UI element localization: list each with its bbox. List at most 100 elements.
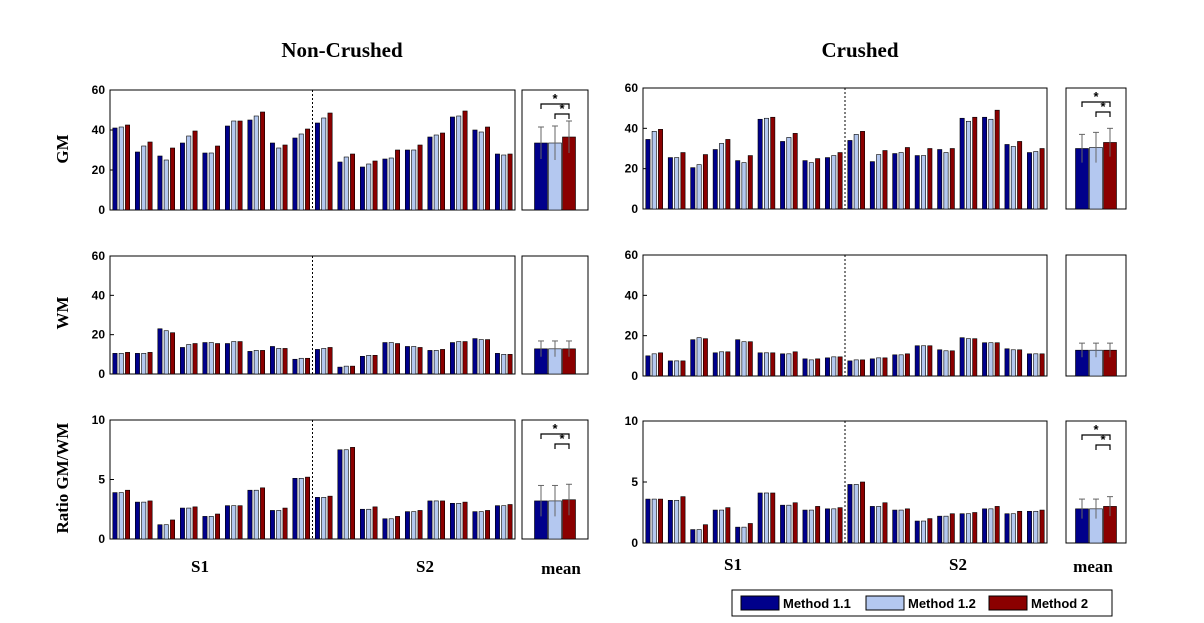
bar-s1-subject-8-method-2 — [808, 162, 814, 210]
bar-s1-subject-5-method-3 — [215, 513, 220, 540]
bar-s1-subject-1-method-2 — [651, 498, 657, 544]
bar-s2-subject-1-method-1 — [314, 349, 320, 375]
bar-s1-subject-7-method-3 — [792, 351, 798, 377]
bar-s2-subject-5-method-1 — [404, 511, 410, 540]
bar-s2-subject-7-method-2 — [456, 502, 462, 540]
bar-s2-subject-5-method-3 — [417, 510, 423, 540]
significance-star: * — [559, 101, 565, 116]
bar-s1-subject-7-method-2 — [253, 489, 259, 540]
bar-s1-subject-1-method-1 — [112, 127, 118, 211]
significance-star: * — [1100, 99, 1106, 114]
bar-s1-subject-4-method-3 — [192, 130, 198, 211]
bar-s1-subject-9-method-1 — [292, 478, 298, 540]
bar-s2-subject-7-method-2 — [988, 342, 994, 377]
bar-s1-subject-5-method-2 — [208, 152, 214, 211]
bar-s1-subject-6-method-1 — [757, 352, 763, 377]
bar-s2-subject-5-method-1 — [404, 149, 410, 211]
bar-s1-subject-3-method-2 — [696, 164, 702, 210]
bar-s1-subject-5-method-1 — [202, 342, 208, 375]
bar-s1-subject-6-method-3 — [237, 505, 243, 540]
legend: Method 1.1 Method 1.2 Method 2 — [731, 589, 1113, 617]
bar-s2-subject-1-method-3 — [860, 481, 865, 544]
bar-s2-subject-5-method-3 — [949, 513, 955, 544]
bar-s2-subject-8-method-2 — [478, 511, 484, 540]
bar-s1-subject-5-method-3 — [215, 343, 220, 375]
bar-s2-subject-1-method-1 — [847, 360, 853, 377]
bar-s1-subject-5-method-1 — [202, 516, 208, 540]
bar-s2-subject-2-method-1 — [869, 161, 875, 210]
bar-s1-subject-7-method-3 — [260, 350, 265, 375]
bar-s2-subject-2-method-2 — [876, 357, 882, 377]
bar-s2-subject-2-method-2 — [343, 156, 349, 211]
bar-s1-subject-3-method-1 — [157, 524, 163, 540]
bar-s2-subject-2-method-2 — [876, 506, 882, 544]
bar-s1-subject-7-method-2 — [253, 350, 259, 375]
bar-s1-subject-3-method-3 — [702, 154, 708, 210]
y-tick-label: 40 — [92, 123, 106, 137]
bar-s1-subject-9-method-2 — [831, 508, 837, 544]
bar-s1-subject-8-method-2 — [276, 510, 282, 540]
bar-s1-subject-5-method-2 — [208, 342, 214, 375]
bar-s1-subject-9-method-2 — [298, 478, 304, 540]
bar-s1-subject-2-method-3 — [147, 141, 153, 211]
bar-s2-subject-8-method-2 — [1010, 349, 1016, 377]
bar-s2-subject-4-method-1 — [914, 520, 920, 544]
bar-s2-subject-7-method-2 — [456, 115, 462, 211]
bar-s2-subject-5-method-2 — [411, 346, 417, 375]
bar-s2-subject-8-method-3 — [485, 510, 490, 540]
legend-swatch-method-1-1 — [740, 595, 780, 611]
bar-s2-subject-4-method-2 — [388, 342, 394, 375]
bar-s2-subject-7-method-3 — [462, 110, 468, 211]
bar-s2-subject-1-method-3 — [327, 347, 333, 375]
bar-s1-subject-9-method-3 — [837, 507, 843, 544]
bar-s1-subject-2-method-3 — [680, 496, 686, 544]
bar-s2-subject-1-method-2 — [853, 359, 859, 377]
bar-s1-subject-8-method-3 — [282, 348, 288, 375]
panel-c0-r1: 0 20 40 60 — [92, 249, 589, 381]
bar-s1-subject-7-method-3 — [792, 502, 798, 544]
row-label-gm: GM — [53, 134, 72, 163]
bar-s1-subject-2-method-1 — [135, 151, 140, 211]
bar-s1-subject-7-method-1 — [247, 119, 253, 211]
bar-s1-subject-9-method-2 — [298, 357, 304, 375]
bar-s2-subject-2-method-3 — [882, 357, 888, 377]
bar-s2-subject-9-method-2 — [501, 505, 507, 540]
bar-s2-subject-9-method-3 — [507, 153, 513, 211]
group-label-s1-right: S1 — [724, 555, 742, 574]
bar-s2-subject-7-method-3 — [994, 506, 1000, 544]
column-title-non-crushed: Non-Crushed — [281, 38, 403, 62]
bar-s2-subject-3-method-1 — [359, 166, 365, 211]
panel-c0-r2: 0 5 10 ** — [92, 413, 589, 546]
bar-s1-subject-1-method-3 — [658, 352, 663, 377]
bar-s1-subject-6-method-2 — [231, 120, 237, 211]
bar-s1-subject-1-method-1 — [112, 492, 118, 540]
bar-s1-subject-4-method-1 — [712, 352, 718, 377]
bar-s2-subject-6-method-3 — [440, 349, 445, 375]
legend-frame — [731, 589, 1113, 617]
group-label-s2-left: S2 — [416, 557, 434, 576]
bar-s2-subject-1-method-1 — [314, 497, 320, 540]
bar-s2-subject-3-method-3 — [904, 147, 910, 210]
bar-s2-subject-3-method-3 — [904, 353, 910, 377]
bar-s2-subject-1-method-2 — [321, 117, 327, 211]
bar-s1-subject-4-method-3 — [725, 139, 731, 210]
bar-s1-subject-6-method-3 — [770, 116, 776, 210]
bar-s2-subject-1-method-3 — [860, 359, 865, 377]
bar-s2-subject-4-method-2 — [921, 155, 927, 210]
bar-s1-subject-4-method-1 — [180, 507, 185, 540]
bar-s2-subject-7-method-1 — [449, 342, 455, 375]
bar-s2-subject-6-method-2 — [965, 513, 971, 544]
bar-s1-subject-2-method-3 — [680, 360, 686, 377]
y-tick-label: 20 — [92, 163, 106, 177]
bar-s2-subject-3-method-2 — [898, 354, 904, 377]
bar-s1-subject-5-method-1 — [735, 160, 741, 210]
bar-s2-subject-2-method-3 — [350, 153, 355, 211]
bar-s2-subject-5-method-1 — [937, 349, 943, 377]
y-tick-label: 60 — [625, 248, 639, 262]
bar-s1-subject-1-method-2 — [118, 492, 124, 540]
bar-s1-subject-6-method-3 — [770, 492, 776, 544]
bar-s1-subject-4-method-2 — [186, 507, 192, 540]
group-label-s1-left: S1 — [191, 557, 209, 576]
y-tick-label: 20 — [92, 328, 106, 342]
bar-s2-subject-9-method-2 — [1033, 353, 1039, 377]
